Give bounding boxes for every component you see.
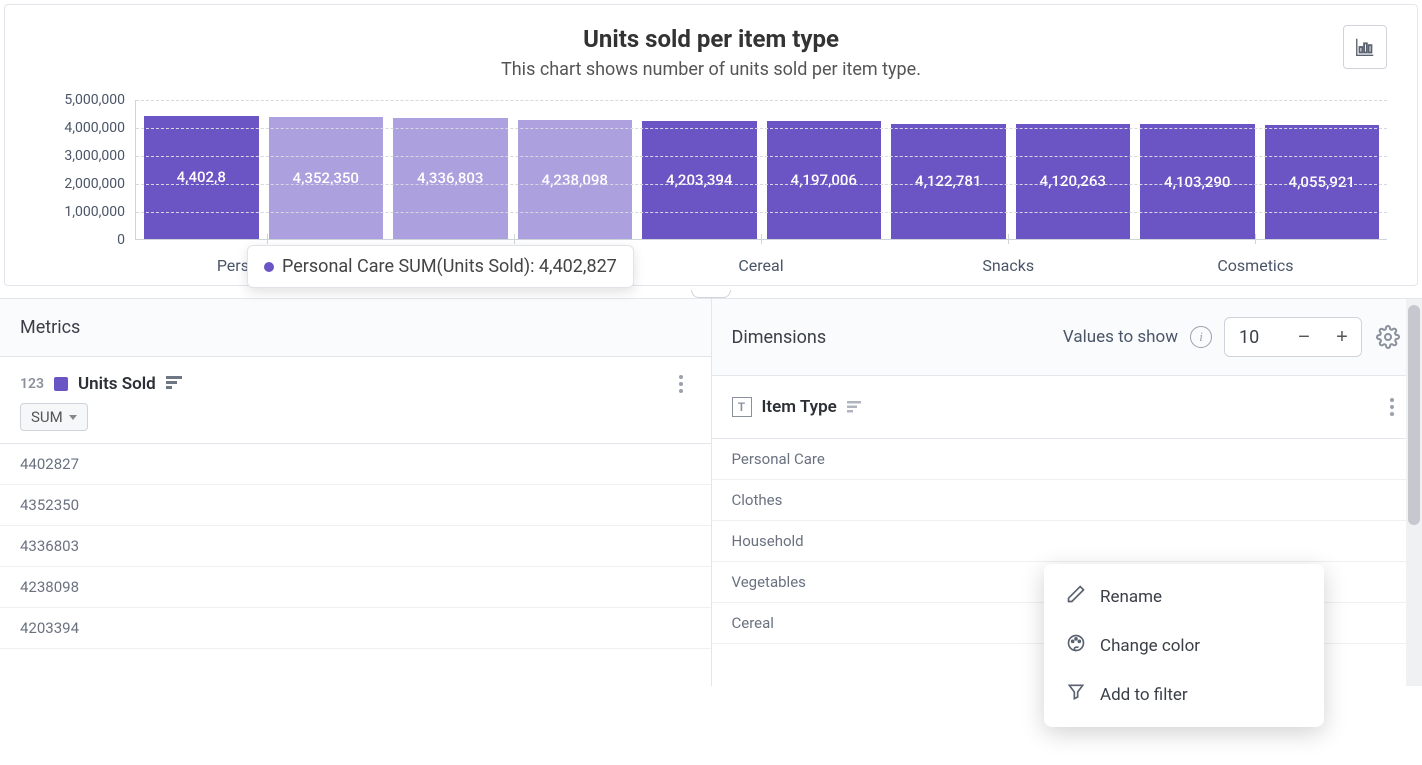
x-axis-label: Cosmetics	[1132, 256, 1379, 275]
chart-bar[interactable]: 4,203,394	[642, 121, 757, 239]
x-axis-tick-group: Snacks	[885, 240, 1132, 275]
scrollbar-thumb[interactable]	[1408, 305, 1420, 525]
values-to-show-label: Values to show	[1063, 327, 1178, 347]
dimensions-header-label: Dimensions	[732, 327, 827, 348]
x-axis-tick-mark	[267, 234, 268, 244]
chart-bar[interactable]: 4,122,781	[891, 124, 1006, 239]
bar-value-label: 4,197,006	[791, 171, 857, 189]
numeric-type-tag: 123	[20, 376, 44, 392]
dimension-field-name: Item Type	[762, 397, 837, 417]
palette-icon	[1066, 633, 1086, 658]
metric-data-row[interactable]: 4336803	[0, 526, 711, 567]
chart-bar[interactable]: 4,120,263	[1016, 124, 1131, 239]
metric-data-row[interactable]: 4352350	[0, 485, 711, 526]
metrics-header-label: Metrics	[20, 317, 80, 338]
bar-value-label: 4,055,921	[1289, 173, 1355, 191]
chart-title: Units sold per item type	[35, 25, 1387, 53]
chevron-down-icon	[69, 415, 77, 420]
metric-color-swatch[interactable]	[54, 377, 68, 391]
gridline	[136, 100, 1387, 101]
values-to-show-stepper: 10 − +	[1224, 317, 1362, 357]
x-axis-tick-mark	[761, 234, 762, 244]
gridline	[136, 212, 1387, 213]
gear-icon	[1376, 325, 1400, 349]
chart-plot: 4,402,84,352,3504,336,803 4,238,098 4,203,…	[135, 100, 1387, 240]
chart-subtitle: This chart shows number of units sold pe…	[35, 59, 1387, 80]
stepper-increment-button[interactable]: +	[1323, 318, 1361, 356]
metrics-header: Metrics	[0, 299, 711, 356]
gridline	[136, 156, 1387, 157]
text-type-icon: T	[732, 397, 752, 417]
bar-value-label: 4,120,263	[1040, 172, 1106, 190]
dimensions-field-row: T Item Type	[712, 375, 1422, 439]
aggregation-row: SUM	[0, 403, 711, 444]
metrics-field-row: 123 Units Sold	[0, 356, 711, 403]
x-axis-tick-mark	[1008, 234, 1009, 244]
chart-bar[interactable]: 4,103,290	[1140, 124, 1255, 239]
chart-bar[interactable]: 4,336,803	[393, 118, 508, 239]
dimension-data-row[interactable]: Household	[712, 521, 1422, 562]
tooltip-text: Personal Care SUM(Units Sold): 4,402,827	[282, 256, 617, 277]
x-axis-tick-group: Cosmetics	[1132, 240, 1379, 275]
aggregation-select[interactable]: SUM	[20, 403, 88, 431]
metric-data-row[interactable]: 4203394	[0, 608, 711, 649]
metrics-column: Metrics 123 Units Sold SUM 4402827435235…	[0, 299, 712, 686]
context-menu-item-palette[interactable]: Change color	[1044, 621, 1324, 670]
bar-value-label: 4,238,098	[542, 171, 608, 189]
metric-options-menu[interactable]	[671, 371, 691, 397]
filter-icon	[1066, 682, 1086, 707]
chart-bar[interactable]: 4,352,350	[269, 117, 384, 239]
chart-bar[interactable]: 4,238,098	[518, 120, 633, 239]
bar-value-label: 4,122,781	[915, 172, 981, 190]
context-menu-item-pencil[interactable]: Rename	[1044, 572, 1324, 621]
x-axis-tick-mark	[1255, 234, 1256, 244]
aggregation-value: SUM	[31, 408, 63, 426]
chart-panel: Units sold per item type This chart show…	[4, 4, 1418, 286]
chart-tooltip: Personal Care SUM(Units Sold): 4,402,827	[247, 245, 634, 288]
bar-chart-icon	[1354, 36, 1376, 58]
y-axis: 5,000,0004,000,0003,000,0002,000,0001,00…	[35, 100, 135, 240]
chart-area: 5,000,0004,000,0003,000,0002,000,0001,00…	[35, 100, 1387, 240]
metric-data-row[interactable]: 4238098	[0, 567, 711, 608]
info-icon[interactable]: i	[1190, 326, 1212, 348]
sort-icon[interactable]	[847, 398, 865, 417]
x-axis-label: Snacks	[885, 256, 1132, 275]
x-axis-label: Cereal	[637, 256, 884, 275]
dimension-options-menu[interactable]	[1382, 394, 1402, 420]
sort-desc-icon[interactable]	[166, 375, 184, 394]
metric-field-name: Units Sold	[78, 374, 156, 394]
stepper-decrement-button[interactable]: −	[1285, 318, 1323, 356]
chart-type-button[interactable]	[1343, 25, 1387, 69]
context-menu-item-filter[interactable]: Add to filter	[1044, 670, 1324, 719]
chart-bar[interactable]: 4,197,006	[767, 121, 882, 239]
context-menu: Rename Change color Add to filter	[1044, 564, 1324, 727]
scrollbar-track[interactable]	[1406, 299, 1422, 686]
bar-value-label: 4,103,290	[1164, 173, 1230, 191]
dimension-data-row[interactable]: Clothes	[712, 480, 1422, 521]
context-menu-label: Rename	[1100, 587, 1162, 607]
pencil-icon	[1066, 584, 1086, 609]
chart-bar[interactable]: 4,055,921	[1265, 125, 1380, 239]
gridline	[136, 128, 1387, 129]
metric-data-row[interactable]: 4402827	[0, 444, 711, 485]
dimensions-header: Dimensions Values to show i 10 − +	[712, 299, 1422, 375]
bar-value-label: 4,203,394	[666, 171, 732, 189]
tooltip-dot	[264, 262, 274, 272]
panel-resize-handle[interactable]	[691, 290, 731, 298]
context-menu-label: Add to filter	[1100, 685, 1188, 705]
dimension-data-row[interactable]: Personal Care	[712, 439, 1422, 480]
x-axis-tick-mark	[514, 234, 515, 244]
settings-button[interactable]	[1374, 323, 1402, 351]
values-to-show-value: 10	[1225, 327, 1285, 348]
metric-data-rows: 44028274352350433680342380984203394	[0, 444, 711, 686]
chart-bar[interactable]: 4,402,8	[144, 116, 259, 239]
context-menu-label: Change color	[1100, 636, 1200, 656]
gridline	[136, 184, 1387, 185]
x-axis-tick-group: Cereal	[637, 240, 884, 275]
